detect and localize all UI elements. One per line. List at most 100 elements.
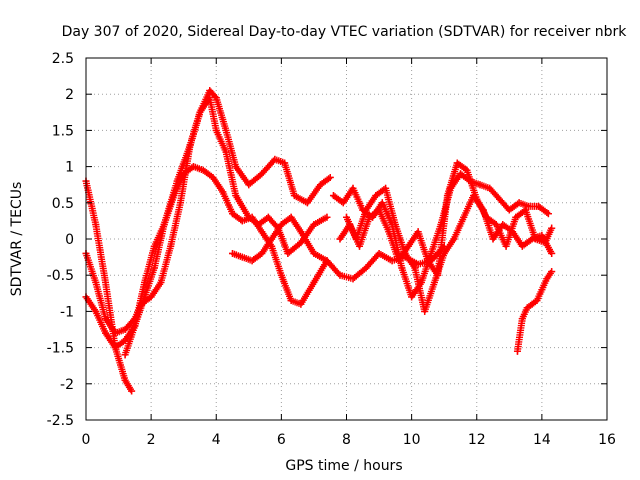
x-tick-label: 16	[598, 432, 616, 448]
data-point	[440, 249, 448, 257]
data-point	[238, 253, 246, 261]
x-tick-label: 0	[82, 432, 91, 448]
data-point	[102, 315, 110, 323]
chart-title: Day 307 of 2020, Sidereal Day-to-day VTE…	[62, 24, 628, 40]
data-point	[111, 329, 119, 337]
data-point	[222, 148, 230, 156]
data-point	[264, 213, 272, 221]
data-point	[372, 192, 380, 200]
tick-labels: 0 2 4 6 8 10 12 14 16 -2.5 -2 -1.5 -1 -0.5 0 0.5 1 1.5 2 2.…	[47, 51, 616, 448]
data-point	[515, 199, 523, 207]
y-tick-label: -2	[60, 377, 74, 393]
x-tick-label: 12	[468, 432, 486, 448]
data-point	[281, 159, 289, 167]
data-point	[339, 199, 347, 207]
data-points	[82, 87, 556, 395]
data-point	[102, 278, 110, 286]
data-point	[525, 202, 533, 210]
data-point	[170, 192, 178, 200]
data-point	[297, 300, 305, 308]
data-point	[316, 181, 324, 189]
data-point	[92, 221, 100, 229]
data-point	[277, 271, 285, 279]
data-point	[287, 213, 295, 221]
data-point	[323, 213, 331, 221]
data-point	[518, 242, 526, 250]
data-point	[121, 326, 129, 333]
series-markers	[82, 87, 334, 352]
data-point	[176, 199, 184, 207]
data-point	[186, 141, 194, 149]
x-tick-label: 2	[147, 432, 156, 448]
x-tick-label: 4	[212, 432, 221, 448]
data-point	[362, 264, 370, 272]
data-point	[401, 249, 409, 257]
data-point	[232, 163, 240, 171]
data-point	[523, 304, 531, 312]
data-point	[258, 228, 266, 236]
data-point	[382, 184, 390, 192]
y-tick-label: 1	[65, 160, 74, 176]
data-point	[548, 224, 556, 232]
data-point	[509, 228, 517, 236]
y-tick-label: -0.5	[47, 268, 74, 284]
data-point	[505, 206, 513, 214]
data-point	[229, 249, 237, 257]
data-point	[310, 278, 318, 286]
series-sat-c	[82, 94, 331, 337]
data-point	[518, 315, 526, 323]
y-tick-label: -1.5	[47, 341, 74, 357]
data-point	[356, 242, 364, 250]
data-point	[131, 322, 139, 330]
data-point	[121, 336, 129, 344]
data-point	[196, 108, 204, 116]
data-point	[102, 329, 110, 337]
data-point	[245, 181, 253, 189]
data-point	[147, 293, 155, 301]
data-point	[238, 217, 246, 225]
data-point	[528, 300, 536, 308]
data-point	[284, 249, 292, 257]
data-point	[502, 242, 510, 250]
y-tick-label: 2	[65, 87, 74, 103]
data-point	[385, 228, 393, 236]
data-point	[229, 210, 237, 218]
data-point	[469, 192, 477, 200]
data-point	[349, 275, 357, 283]
data-point	[538, 286, 546, 294]
axis-ticks	[85, 57, 608, 421]
data-point	[388, 257, 396, 265]
series-sat-a	[82, 177, 136, 395]
data-point	[543, 275, 551, 283]
data-point	[232, 192, 240, 200]
x-tick-label: 10	[403, 432, 421, 448]
series-markers	[82, 177, 136, 395]
data-point	[391, 221, 399, 229]
data-point	[414, 228, 422, 236]
data-point	[343, 213, 350, 221]
data-point	[219, 188, 227, 196]
data-point	[111, 344, 119, 352]
data-point	[548, 249, 556, 257]
data-point	[212, 126, 220, 134]
data-point	[544, 210, 552, 218]
data-point	[199, 166, 207, 174]
data-point	[92, 278, 100, 286]
data-point	[513, 347, 521, 355]
x-tick-label: 8	[342, 432, 351, 448]
data-point	[496, 195, 504, 203]
data-point	[248, 213, 256, 221]
data-point	[424, 257, 432, 265]
data-point	[287, 297, 295, 305]
data-point	[548, 268, 556, 276]
y-tick-label: -2.5	[47, 413, 74, 429]
data-point	[489, 235, 497, 243]
data-point	[310, 249, 318, 257]
data-point	[297, 228, 305, 236]
data-point	[128, 387, 136, 395]
data-point	[453, 159, 461, 167]
data-point	[450, 235, 458, 243]
data-point	[443, 192, 451, 200]
data-point	[486, 184, 494, 192]
